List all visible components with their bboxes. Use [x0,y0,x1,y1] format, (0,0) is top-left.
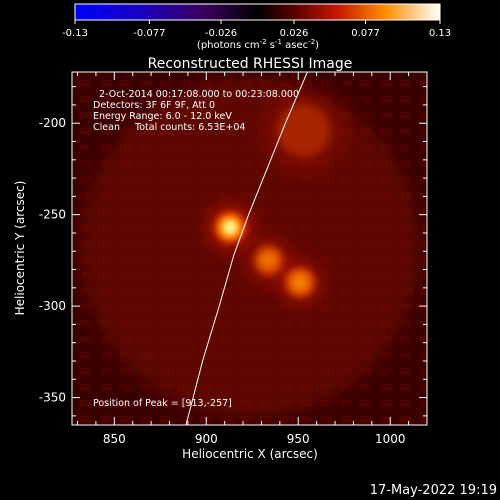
emission-source-1 [206,203,255,252]
info-line-energy: Energy Range: 6.0 - 12.0 keV [93,111,232,122]
colorbar-gradient [74,3,441,21]
chart-title: Reconstructed RHESSI Image [148,56,353,72]
peak-position-label: Position of Peak = [913,-257] [93,398,232,409]
y-axis-label: Heliocentric Y (arcsec) [13,181,27,316]
x-tick-label: 1000 [375,432,406,446]
colorbar-tick-label: -0.13 [62,28,88,39]
source-core [259,251,279,270]
plot-frame [71,71,428,426]
info-line-time: 2-Oct-2014 00:17:08.000 to 00:23:08.000 [99,89,299,100]
solar-limb-curve [185,72,308,425]
colorbar-tick-label: -0.077 [133,28,165,39]
x-tick-label: 900 [195,432,218,446]
emission-source-3 [276,258,324,307]
colorbar-unit-label: (photons cm-2 s-1 asec-2) [197,38,319,51]
source-core [290,273,310,292]
colorbar-tick-label: 0.13 [429,28,451,39]
x-tick-label: 950 [287,432,310,446]
colorbar-tick-label: 0.026 [280,28,309,39]
info-line-detectors: Detectors: 3F 6F 9F, Att 0 [93,100,215,111]
x-tick-label: 850 [103,432,126,446]
footer-timestamp: 17-May-2022 19:19 [370,483,497,498]
colorbar-tick-label: -0.026 [205,28,237,39]
source-peak-center [226,224,234,231]
y-tick-label: -250 [39,208,66,222]
plot-area: 850 900 950 1000 -200 -250 -300 -350 2-Oct-2014… [39,71,428,446]
axis-ticks: 850 900 950 1000 -200 -250 -300 -350 [39,72,428,446]
colorbar-tick-label: 0.077 [351,28,380,39]
colorbar-ticks: -0.13 -0.077 -0.026 0.026 0.077 0.13 [62,20,451,39]
info-line-counts: Clean Total counts: 6.53E+04 [93,122,245,133]
y-tick-label: -350 [39,391,66,405]
info-block: 2-Oct-2014 00:17:08.000 to 00:23:08.000 … [93,89,299,133]
emission-source-4 [260,87,347,174]
y-tick-label: -200 [39,116,66,130]
y-tick-label: -300 [39,299,66,313]
source-body [277,104,331,158]
x-axis-label: Heliocentric X (arcsec) [182,447,318,461]
colorbar: -0.13 -0.077 -0.026 0.026 0.077 0.13 (photons… [62,3,451,51]
sources [206,87,347,307]
